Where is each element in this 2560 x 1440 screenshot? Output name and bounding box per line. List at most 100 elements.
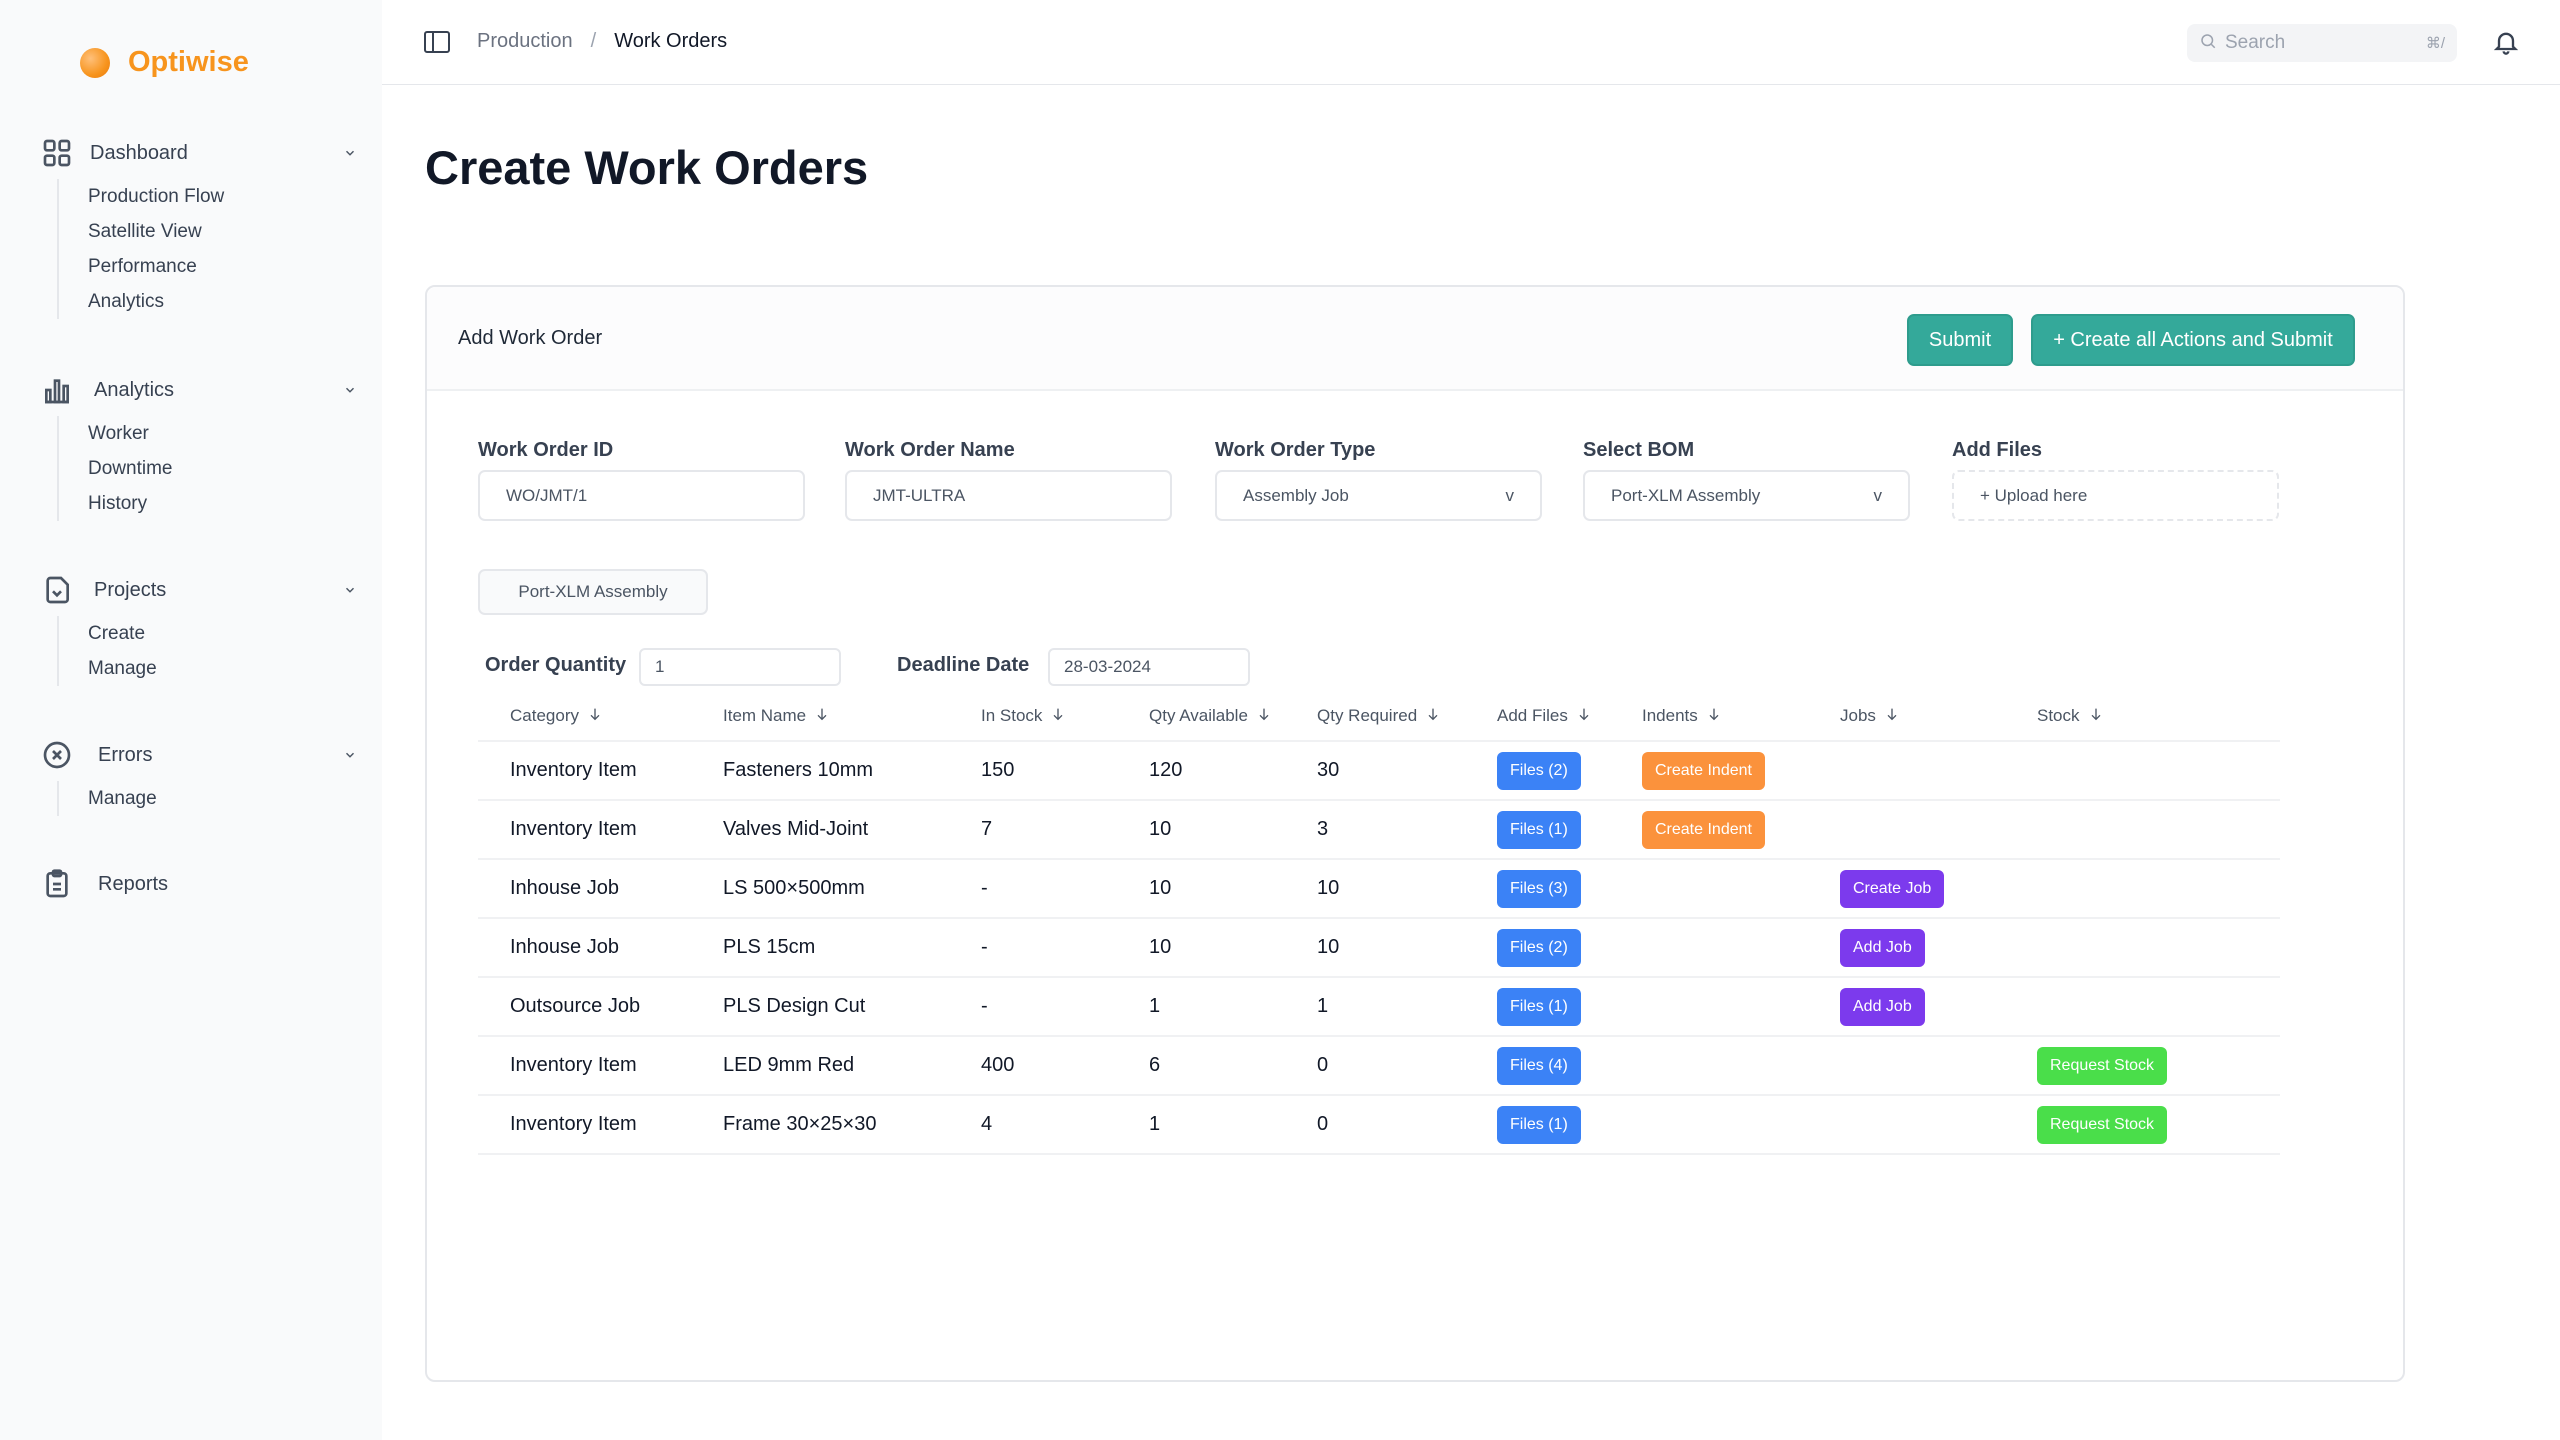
files-button-cell: Files (4): [1497, 1037, 1581, 1094]
card-header: Add Work Order Submit + Create all Actio…: [427, 287, 2403, 391]
cell-item-name: PLS 15cm: [723, 936, 816, 958]
create-indent-button[interactable]: Create Indent: [1642, 810, 1765, 849]
cell-in-stock: 7: [981, 818, 993, 840]
clipboard-icon: [40, 867, 74, 901]
sidebar-item-production-flow[interactable]: Production Flow: [88, 186, 225, 207]
header-jobs[interactable]: Jobs: [1840, 706, 1900, 727]
nav-head-analytics[interactable]: Analytics: [40, 370, 360, 410]
cell-qty-required: 10: [1317, 936, 1340, 958]
select-bom-label: Select BOM: [1583, 439, 1695, 461]
deadline-date-value: 28-03-2024: [1064, 657, 1151, 676]
arrow-down-icon: [814, 706, 830, 727]
header-qty-required[interactable]: Qty Required: [1317, 706, 1441, 727]
search-shortcut: ⌘/: [2425, 35, 2445, 52]
chevron-down-icon[interactable]: [340, 580, 360, 600]
request-stock-button-cell: Request Stock: [2037, 1037, 2168, 1094]
x-circle-icon: [40, 738, 74, 772]
sidebar-toggle-icon[interactable]: [424, 30, 450, 54]
table-row: Inhouse Job LS 500×500mm - 10 10 Files (3) Cre…: [478, 860, 2280, 919]
files-button[interactable]: Files (1): [1497, 1105, 1581, 1144]
cell-qty-required: 0: [1317, 1054, 1329, 1076]
order-quantity-value: 1: [655, 657, 665, 676]
work-order-name-input[interactable]: JMT-ULTRA: [845, 470, 1172, 521]
chevron-down-icon[interactable]: [340, 143, 360, 163]
nav-head-reports[interactable]: Reports: [40, 864, 360, 904]
search-icon: [2199, 32, 2217, 55]
files-button[interactable]: Files (2): [1497, 751, 1581, 790]
create-indent-button[interactable]: Create Indent: [1642, 751, 1765, 790]
submit-button[interactable]: Submit: [1907, 314, 2013, 366]
work-order-type-value: Assembly Job: [1243, 485, 1349, 505]
order-quantity-input[interactable]: 1: [639, 648, 841, 686]
card-title: Add Work Order: [458, 327, 603, 349]
cell-qty-required: 3: [1317, 818, 1329, 840]
nav-head-errors[interactable]: Errors: [40, 735, 360, 775]
request-stock-button-cell: Request Stock: [2037, 1096, 2168, 1153]
grid-icon: [40, 136, 74, 170]
deadline-date-input[interactable]: 28-03-2024: [1048, 648, 1250, 686]
header-in-stock[interactable]: In Stock: [981, 706, 1066, 727]
nav-head-projects[interactable]: Projects: [40, 570, 360, 610]
sidebar: Optiwise Dashboard Production Flow Satel…: [0, 0, 382, 1440]
header-qty-available[interactable]: Qty Available: [1149, 706, 1272, 727]
job-button[interactable]: Add Job: [1840, 928, 1925, 967]
files-button[interactable]: Files (1): [1497, 810, 1581, 849]
chevron-down-icon: v: [1873, 485, 1883, 505]
table-row: Inhouse Job PLS 15cm - 10 10 Files (2) Add Job: [478, 919, 2280, 978]
nav-group-dashboard: Dashboard Production Flow Satellite View…: [40, 133, 360, 319]
cell-qty-available: 10: [1149, 936, 1172, 958]
header-stock[interactable]: Stock: [2037, 706, 2104, 727]
brand-logo-icon: [80, 47, 110, 78]
nav-label: Dashboard: [90, 141, 188, 164]
files-button[interactable]: Files (1): [1497, 987, 1581, 1026]
files-button-cell: Files (1): [1497, 978, 1581, 1035]
chevron-down-icon[interactable]: [340, 380, 360, 400]
nav-head-dashboard[interactable]: Dashboard: [40, 133, 360, 173]
header-indents[interactable]: Indents: [1642, 706, 1722, 727]
files-button-cell: Files (1): [1497, 1096, 1581, 1153]
request-stock-button[interactable]: Request Stock: [2037, 1046, 2168, 1085]
chevron-down-icon[interactable]: [340, 745, 360, 765]
job-button[interactable]: Create Job: [1840, 869, 1945, 908]
header-item-name[interactable]: Item Name: [723, 706, 830, 727]
create-all-actions-button[interactable]: + Create all Actions and Submit: [2031, 314, 2355, 366]
files-button[interactable]: Files (3): [1497, 869, 1581, 908]
create-indent-button-cell: Create Indent: [1642, 742, 1765, 799]
bell-icon[interactable]: [2492, 28, 2520, 56]
sidebar-item-history[interactable]: History: [88, 493, 148, 514]
sidebar-item-performance[interactable]: Performance: [88, 256, 197, 277]
sidebar-item-manage[interactable]: Manage: [88, 658, 157, 679]
header-category[interactable]: Category: [510, 706, 603, 727]
files-button[interactable]: Files (2): [1497, 928, 1581, 967]
cell-item-name: LS 500×500mm: [723, 877, 865, 899]
sub-list: Worker Downtime History: [57, 416, 360, 521]
work-order-type-select[interactable]: Assembly Job v: [1215, 470, 1542, 521]
files-button[interactable]: Files (4): [1497, 1046, 1581, 1085]
breadcrumb-production[interactable]: Production: [477, 30, 573, 52]
upload-dropzone[interactable]: + Upload here: [1952, 470, 2279, 521]
job-button[interactable]: Add Job: [1840, 987, 1925, 1026]
sidebar-item-worker[interactable]: Worker: [88, 423, 149, 444]
upload-text: + Upload here: [1980, 485, 2088, 505]
sidebar-item-analytics[interactable]: Analytics: [88, 291, 165, 312]
select-bom-value: Port-XLM Assembly: [1611, 485, 1761, 505]
table-row: Inventory Item Valves Mid-Joint 7 10 3 Files …: [478, 801, 2280, 860]
bom-chip[interactable]: Port-XLM Assembly: [478, 569, 708, 615]
work-order-id-input[interactable]: WO/JMT/1: [478, 470, 805, 521]
sidebar-item-errors-manage[interactable]: Manage: [88, 788, 157, 809]
cell-in-stock: 400: [981, 1054, 1015, 1076]
header-add-files[interactable]: Add Files: [1497, 706, 1592, 727]
order-quantity-label: Order Quantity: [485, 654, 627, 676]
arrow-down-icon: [1425, 706, 1441, 727]
topbar: Production / Work Orders Search ⌘/: [382, 0, 2560, 85]
bom-items-table: Category Item Name In Stock Qty Availabl…: [478, 692, 2280, 1155]
work-order-name-value: JMT-ULTRA: [873, 485, 966, 505]
search-input[interactable]: Search ⌘/: [2187, 24, 2457, 62]
sidebar-item-create[interactable]: Create: [88, 623, 146, 644]
sidebar-item-downtime[interactable]: Downtime: [88, 458, 173, 479]
request-stock-button[interactable]: Request Stock: [2037, 1105, 2168, 1144]
sidebar-item-satellite-view[interactable]: Satellite View: [88, 221, 202, 242]
brand[interactable]: Optiwise: [80, 46, 249, 79]
select-bom-select[interactable]: Port-XLM Assembly v: [1583, 470, 1910, 521]
files-button-cell: Files (2): [1497, 742, 1581, 799]
